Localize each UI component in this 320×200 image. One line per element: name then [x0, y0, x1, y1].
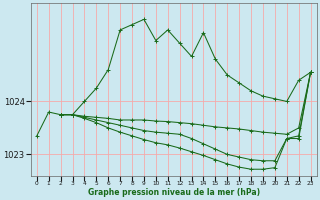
X-axis label: Graphe pression niveau de la mer (hPa): Graphe pression niveau de la mer (hPa) — [88, 188, 260, 197]
